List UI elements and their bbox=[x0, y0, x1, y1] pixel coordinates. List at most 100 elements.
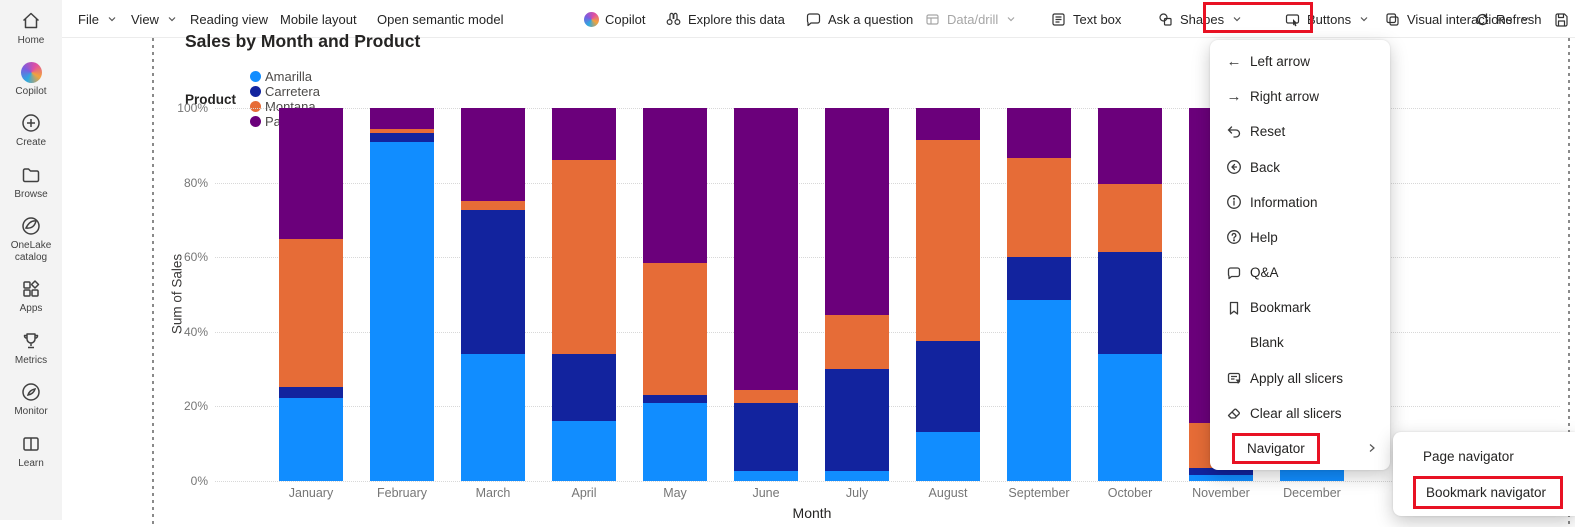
file-menu[interactable]: File bbox=[78, 0, 117, 38]
menu-item-blank[interactable]: Blank bbox=[1210, 325, 1390, 360]
bar-segment[interactable] bbox=[734, 402, 798, 472]
text-box-button[interactable]: Text box bbox=[1050, 0, 1121, 38]
bar-segment[interactable] bbox=[370, 128, 434, 133]
menu-item-navigator[interactable]: Navigator bbox=[1210, 431, 1390, 466]
bar-segment[interactable] bbox=[734, 108, 798, 390]
legend-color-dot bbox=[250, 116, 262, 127]
menu-item-information[interactable]: Information bbox=[1210, 185, 1390, 220]
buttons-menu[interactable]: Buttons bbox=[1284, 0, 1369, 38]
sidebar-item-apps[interactable]: Apps bbox=[0, 278, 62, 315]
bar-segment[interactable] bbox=[916, 108, 980, 140]
menu-item-help[interactable]: Help bbox=[1210, 220, 1390, 255]
data-drill-menu[interactable]: Data/drill bbox=[924, 0, 1016, 38]
menu-item-right-arrow[interactable]: → Right arrow bbox=[1210, 79, 1390, 114]
monitor-gauge-icon bbox=[22, 383, 40, 401]
open-semantic-model-button[interactable]: Open semantic model bbox=[377, 0, 503, 38]
bar-segment[interactable] bbox=[279, 387, 343, 398]
bar-segment[interactable] bbox=[643, 402, 707, 481]
bar-segment[interactable] bbox=[461, 201, 525, 211]
y-axis-tick-label: 0% bbox=[190, 474, 208, 488]
view-menu[interactable]: View bbox=[131, 0, 177, 38]
sidebar-item-monitor[interactable]: Monitor bbox=[0, 381, 62, 418]
x-axis-tick-label: May bbox=[663, 486, 687, 500]
bar-segment[interactable] bbox=[1007, 257, 1071, 301]
bar-segment[interactable] bbox=[279, 397, 343, 481]
bar-segment[interactable] bbox=[643, 108, 707, 263]
bar-segment[interactable] bbox=[1007, 300, 1071, 481]
menu-item-label: Bookmark bbox=[1250, 300, 1311, 316]
mobile-layout-button[interactable]: Mobile layout bbox=[280, 0, 357, 38]
bar-segment[interactable] bbox=[370, 132, 434, 142]
bar-segment[interactable] bbox=[1189, 475, 1253, 481]
bar-segment[interactable] bbox=[1189, 467, 1253, 476]
bar-segment[interactable] bbox=[825, 471, 889, 481]
bar-segment[interactable] bbox=[734, 471, 798, 481]
bar-segment[interactable] bbox=[1098, 108, 1162, 185]
bar-segment[interactable] bbox=[1007, 158, 1071, 258]
binoculars-icon bbox=[666, 12, 681, 25]
sidebar-item-browse[interactable]: Browse bbox=[0, 164, 62, 201]
bar-segment[interactable] bbox=[825, 108, 889, 315]
onelake-icon bbox=[22, 217, 40, 235]
menu-item-bookmark[interactable]: Bookmark bbox=[1210, 290, 1390, 325]
y-axis-title: Sum of Sales bbox=[169, 253, 185, 335]
menu-item-left-arrow[interactable]: ← Left arrow bbox=[1210, 44, 1390, 79]
sidebar-item-learn[interactable]: Learn bbox=[0, 433, 62, 470]
chevron-down-icon bbox=[1521, 17, 1529, 22]
shapes-menu[interactable]: Shapes bbox=[1157, 0, 1242, 38]
reading-view-button[interactable]: Reading view bbox=[190, 0, 268, 38]
help-icon bbox=[1224, 229, 1244, 245]
save-button[interactable] bbox=[1553, 0, 1570, 38]
text-box-icon bbox=[1052, 12, 1065, 26]
bar-segment[interactable] bbox=[461, 108, 525, 202]
copilot-button[interactable]: Copilot bbox=[584, 0, 645, 38]
bar-segment[interactable] bbox=[643, 395, 707, 403]
sidebar-item-onelake-catalog[interactable]: OneLake catalog bbox=[0, 215, 62, 263]
menu-item-reset[interactable]: Reset bbox=[1210, 114, 1390, 149]
bar-segment[interactable] bbox=[1007, 108, 1071, 159]
bar-segment[interactable] bbox=[643, 262, 707, 396]
bar-segment[interactable] bbox=[461, 210, 525, 355]
legend-item[interactable]: Carretera bbox=[250, 84, 320, 99]
bar-segment[interactable] bbox=[825, 315, 889, 370]
menu-item-qa[interactable]: Q&A bbox=[1210, 255, 1390, 290]
sidebar-item-label: Browse bbox=[14, 188, 48, 200]
explore-this-data-button[interactable]: Explore this data bbox=[665, 0, 785, 38]
ask-a-question-button[interactable]: Ask a question bbox=[805, 0, 913, 38]
menu-item-back[interactable]: Back bbox=[1210, 150, 1390, 185]
submenu-item-label: Bookmark navigator bbox=[1413, 475, 1564, 509]
legend-item[interactable]: Amarilla bbox=[250, 69, 320, 84]
bar-segment[interactable] bbox=[1098, 354, 1162, 481]
qa-bubble-icon bbox=[1224, 265, 1244, 281]
bar-segment[interactable] bbox=[916, 139, 980, 342]
bar-segment[interactable] bbox=[1098, 184, 1162, 252]
bar-segment[interactable] bbox=[552, 354, 616, 421]
bar-segment[interactable] bbox=[552, 160, 616, 355]
menu-item-apply-all-slicers[interactable]: Apply all slicers bbox=[1210, 361, 1390, 396]
sidebar-item-metrics[interactable]: Metrics bbox=[0, 330, 62, 367]
bar-segment[interactable] bbox=[552, 108, 616, 161]
bar-segment[interactable] bbox=[1098, 251, 1162, 355]
bar-segment[interactable] bbox=[279, 238, 343, 387]
bar-segment[interactable] bbox=[370, 141, 434, 481]
sidebar-item-copilot[interactable]: Copilot bbox=[0, 61, 62, 98]
bar-segment[interactable] bbox=[552, 420, 616, 481]
left-arrow-icon: ← bbox=[1226, 53, 1242, 71]
bar-segment[interactable] bbox=[825, 369, 889, 472]
sidebar-item-home[interactable]: Home bbox=[0, 10, 62, 47]
refresh-button[interactable]: Refresh bbox=[1475, 0, 1542, 38]
bar-segment[interactable] bbox=[279, 108, 343, 239]
sidebar-item-create[interactable]: Create bbox=[0, 112, 62, 149]
visual-interactions-icon bbox=[1386, 12, 1399, 26]
menu-item-clear-all-slicers[interactable]: Clear all slicers bbox=[1210, 396, 1390, 431]
bar-segment[interactable] bbox=[370, 108, 434, 129]
bar-segment[interactable] bbox=[461, 354, 525, 481]
bar-segment[interactable] bbox=[916, 341, 980, 433]
bar-segment[interactable] bbox=[734, 389, 798, 403]
bar-segment[interactable] bbox=[1280, 469, 1344, 481]
submenu-item-bookmark-navigator[interactable]: Bookmark navigator bbox=[1393, 474, 1575, 510]
submenu-item-page-navigator[interactable]: Page navigator bbox=[1393, 438, 1575, 474]
folder-icon bbox=[22, 167, 40, 182]
menu-item-label: Information bbox=[1250, 194, 1318, 210]
bar-segment[interactable] bbox=[916, 432, 980, 481]
